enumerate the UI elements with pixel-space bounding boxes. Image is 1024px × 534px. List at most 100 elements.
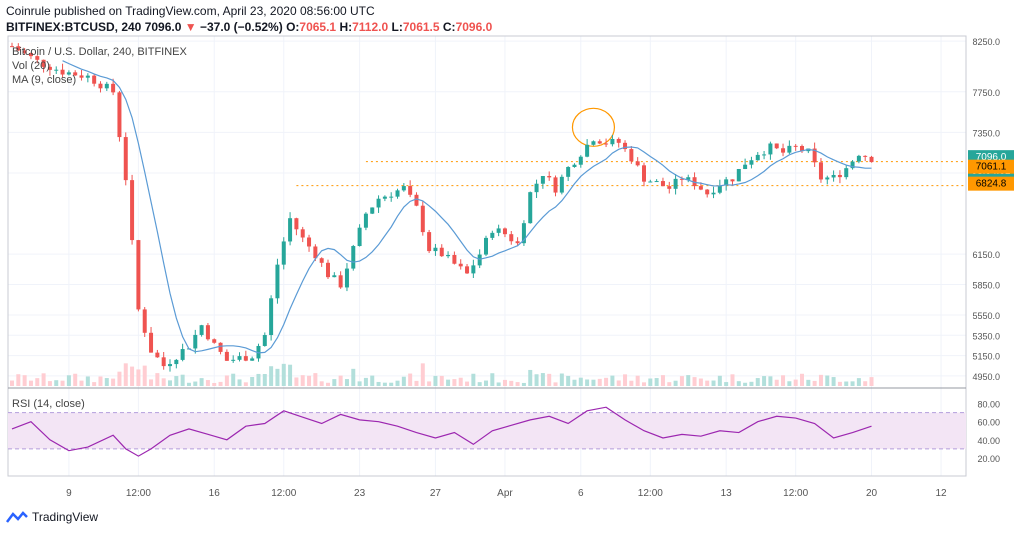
volume-bar — [130, 366, 135, 386]
y-tick-label: 7350.0 — [972, 128, 1000, 138]
candle-body — [351, 246, 356, 269]
volume-bar — [186, 382, 191, 386]
volume-bar — [465, 381, 470, 386]
candle-body — [509, 234, 514, 242]
volume-bar — [382, 382, 387, 386]
volume-bar — [54, 380, 59, 386]
candle-body — [559, 176, 564, 193]
volume-bar — [401, 376, 406, 386]
candle-body — [357, 227, 362, 247]
volume-bar — [616, 380, 621, 386]
rsi-band — [8, 412, 966, 449]
volume-bar — [477, 382, 482, 386]
candle-body — [35, 56, 40, 60]
last-price-tag: 7096.0 — [976, 152, 1007, 163]
candle-body — [231, 359, 236, 361]
volume-bar — [256, 373, 261, 386]
volume-bar — [553, 382, 558, 386]
candle-body — [825, 177, 830, 180]
candle-body — [446, 254, 451, 257]
volume-bar — [749, 381, 754, 386]
volume-bar — [10, 380, 14, 386]
candle-body — [10, 46, 14, 48]
candle-body — [288, 218, 293, 242]
candle-body — [54, 69, 59, 71]
candle-body — [837, 174, 842, 178]
x-tick-label: 12:00 — [271, 488, 296, 499]
volume-bar — [73, 373, 78, 386]
volume-bar — [338, 375, 343, 386]
candle-body — [130, 180, 135, 241]
candle-body — [237, 356, 242, 360]
volume-bar — [635, 375, 640, 386]
candle-body — [793, 145, 798, 147]
candle-body — [781, 148, 786, 153]
volume-bar — [484, 380, 488, 386]
volume-bar — [250, 376, 255, 386]
volume-bar — [193, 381, 198, 386]
volume-bar — [572, 379, 577, 386]
candle-body — [660, 181, 665, 187]
volume-bar — [427, 381, 432, 386]
candle-body — [623, 142, 628, 150]
candle-body — [401, 186, 406, 191]
candle-body — [534, 183, 539, 193]
x-tick-label: 12 — [935, 488, 947, 499]
candle-body — [749, 160, 754, 165]
volume-bar — [85, 376, 90, 386]
volume-bar — [698, 378, 703, 386]
x-tick-label: 27 — [430, 488, 442, 499]
candle-body — [142, 309, 147, 333]
candle-body — [717, 185, 722, 193]
candle-body — [168, 364, 172, 367]
volume-bar — [654, 378, 659, 386]
volume-bars — [10, 363, 874, 386]
publish-info: Coinrule published on TradingView.com, A… — [6, 4, 375, 18]
volume-bar — [768, 376, 773, 386]
candle-body — [149, 332, 154, 353]
volume-bar — [446, 379, 451, 386]
tradingview-icon — [6, 511, 28, 523]
volume-bar — [98, 376, 103, 386]
candle-body — [73, 72, 78, 76]
candle-body — [762, 154, 767, 156]
vol-legend: Vol (20) — [12, 60, 50, 72]
volume-bar — [326, 382, 330, 386]
candles — [10, 42, 874, 372]
candle-body — [572, 164, 577, 168]
x-tick-label: 13 — [721, 488, 733, 499]
candle-body — [92, 75, 97, 84]
candle-body — [376, 198, 381, 208]
candle-body — [319, 258, 324, 263]
volume-bar — [762, 376, 767, 386]
volume-bar — [730, 374, 735, 386]
candle-body — [66, 72, 71, 75]
candle-body — [844, 168, 849, 178]
candle-body — [389, 196, 394, 198]
volume-bar — [262, 374, 267, 386]
candle-body — [452, 254, 457, 264]
x-tick-label: 12:00 — [783, 488, 808, 499]
candle-body — [831, 174, 836, 178]
candle-body — [692, 177, 697, 187]
candle-body — [307, 237, 312, 247]
candle-body — [193, 334, 198, 349]
candle-body — [521, 223, 526, 244]
volume-bar — [490, 373, 495, 386]
candle-body — [294, 218, 299, 230]
candle-body — [686, 177, 691, 180]
volume-bar — [547, 373, 552, 386]
volume-bar — [313, 373, 318, 386]
volume-bar — [837, 381, 842, 386]
candle-body — [635, 161, 640, 166]
volume-bar — [774, 379, 779, 386]
volume-bar — [869, 377, 874, 386]
candle-body — [256, 345, 261, 359]
down-arrow-icon: ▼ — [184, 20, 197, 34]
candle-body — [370, 207, 375, 214]
volume-bar — [787, 381, 792, 386]
candle-body — [736, 169, 741, 182]
volume-bar — [660, 375, 665, 386]
tradingview-logo[interactable]: TradingView — [6, 510, 98, 524]
